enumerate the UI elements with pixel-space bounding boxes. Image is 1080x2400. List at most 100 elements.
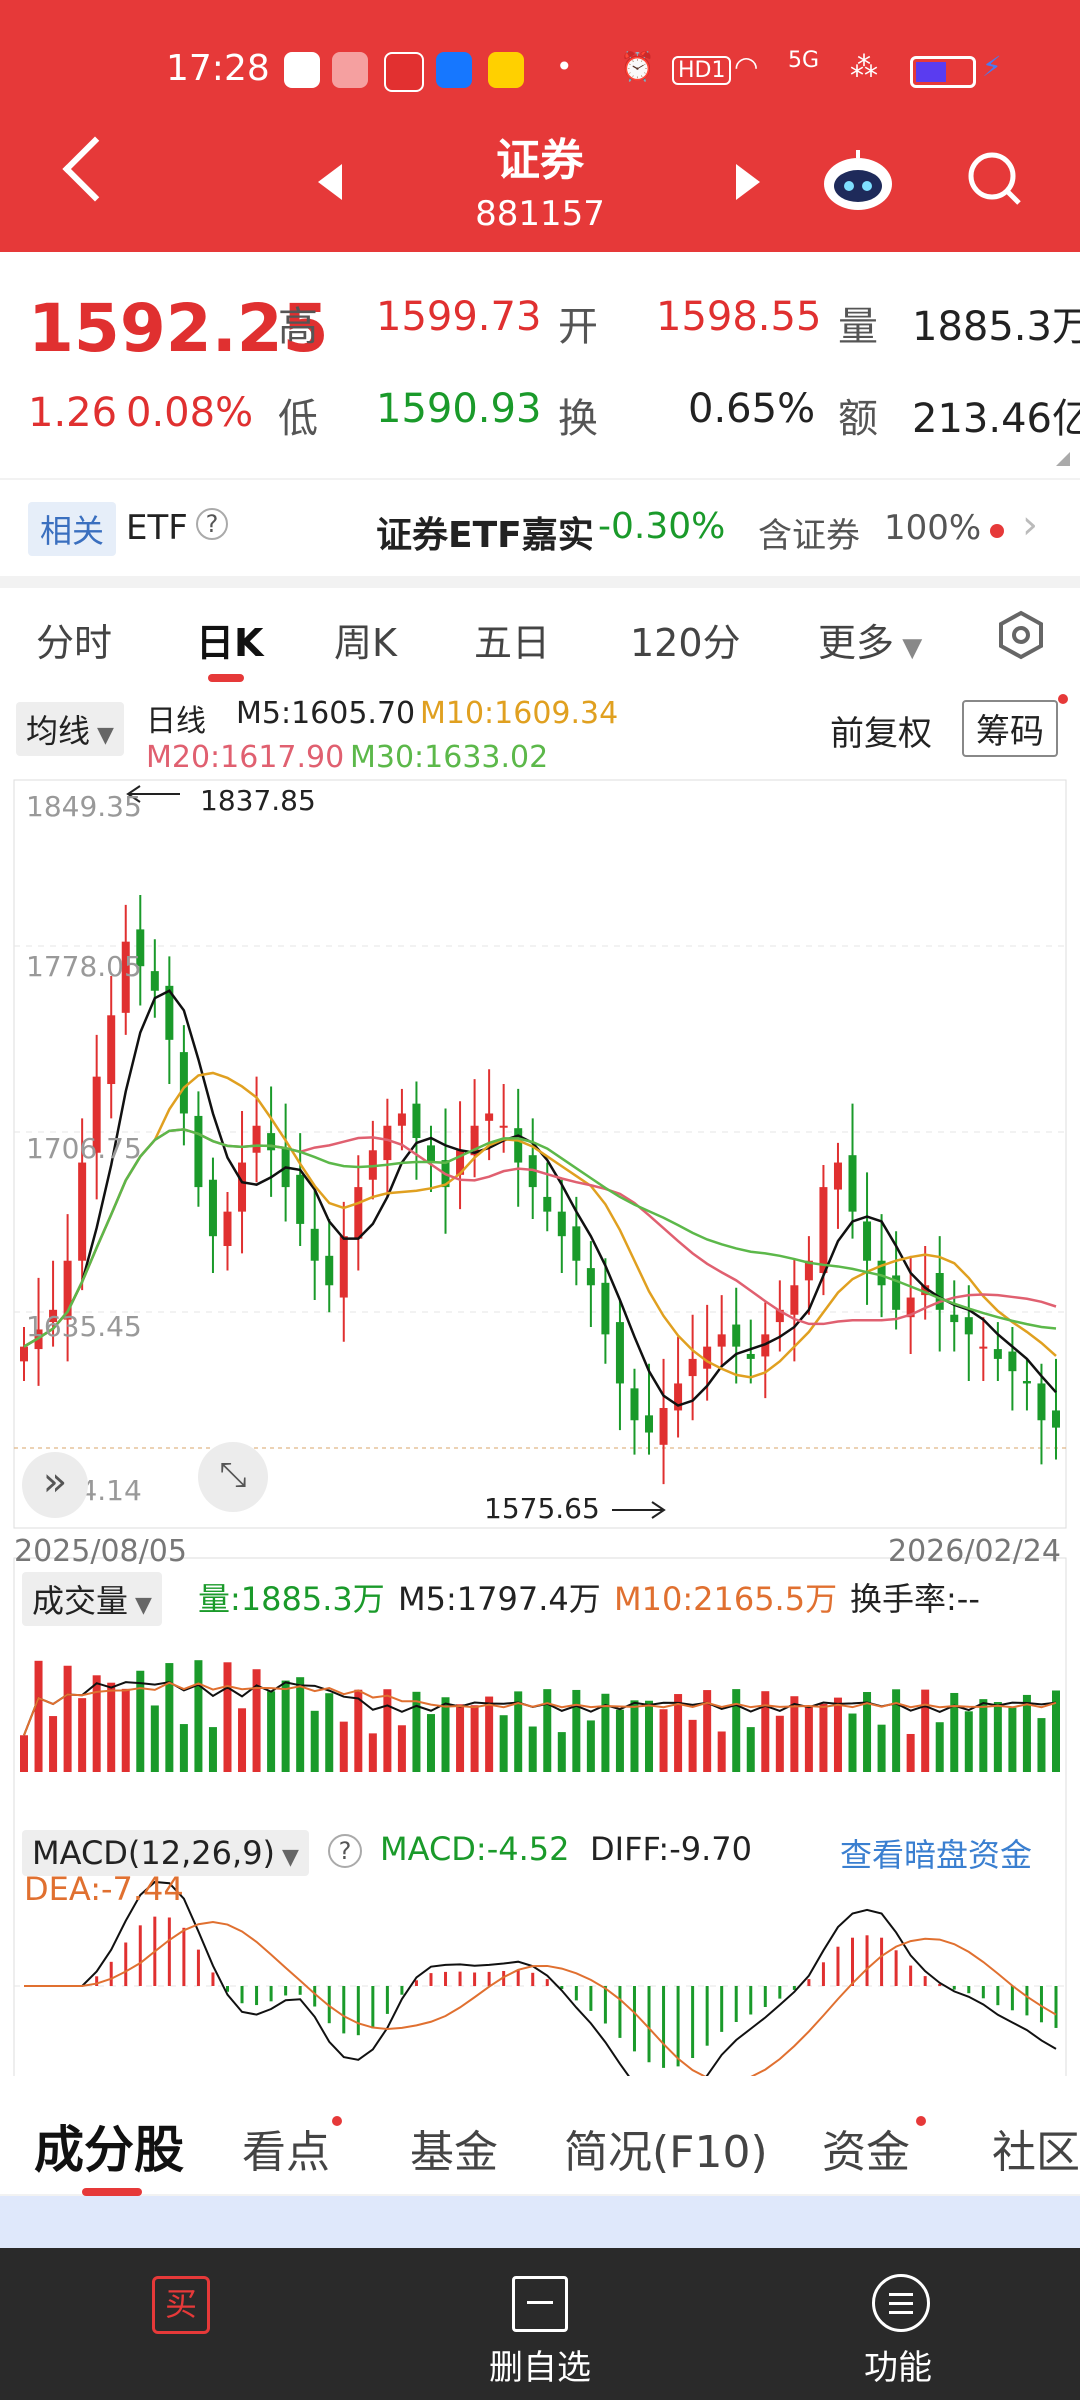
candle-body	[150, 971, 159, 991]
remove-watchlist-icon[interactable]	[512, 2276, 568, 2332]
red-dot-icon	[990, 524, 1004, 538]
diff-line	[24, 1880, 1057, 2076]
volume-bar	[121, 1688, 130, 1772]
volume-bar	[674, 1694, 683, 1772]
volume-bar	[252, 1669, 261, 1772]
etf-name: 证券ETF嘉实	[376, 515, 594, 556]
realme-icon	[488, 52, 524, 88]
tab-profile[interactable]: 简况(F10)	[564, 2127, 768, 2178]
chip-button[interactable]: 筹码	[962, 700, 1058, 757]
candle-body	[746, 1353, 755, 1359]
volume-m5: M5:1797.4万	[398, 1580, 601, 1618]
candle-body	[892, 1275, 901, 1310]
alarm-icon: ⏰	[620, 50, 655, 83]
ma10-value: M10:1609.34	[420, 696, 619, 731]
volume-bar	[208, 1727, 217, 1772]
ma-selector-label: 均线	[26, 712, 91, 750]
y-tick-3: 1706.75	[26, 1132, 142, 1165]
ma-selector[interactable]: 均线 ▼	[16, 702, 124, 756]
tab-components[interactable]: 成分股	[34, 2121, 184, 2179]
y-tick-4: 1635.45	[26, 1310, 142, 1343]
volume-bar	[659, 1709, 668, 1772]
candle-body	[194, 1115, 203, 1188]
function-label[interactable]: 功能	[864, 2348, 932, 2388]
low-value: 1590.93	[376, 386, 542, 432]
volume-value: 1885.3万	[912, 304, 1080, 350]
volume-bar	[1037, 1718, 1046, 1772]
candle-body	[557, 1211, 566, 1237]
dark-pool-link[interactable]: 查看暗盘资金	[840, 1836, 1033, 1874]
info-banner[interactable]	[0, 2196, 1080, 2248]
buy-icon[interactable]: 买	[152, 2276, 210, 2334]
robot-assistant-icon[interactable]	[822, 148, 894, 212]
candle-body	[296, 1174, 305, 1224]
ma10-line	[23, 1071, 1057, 1379]
related-etf-bar[interactable]: 相关 ETF ? 证券ETF嘉实 -0.30% 含证券 100% ›	[0, 480, 1080, 576]
volume-bar	[223, 1662, 232, 1772]
tab-capital[interactable]: 资金	[822, 2127, 910, 2178]
candle-body	[703, 1346, 712, 1369]
expand-corner-icon[interactable]	[1056, 452, 1070, 466]
tab-daily-k[interactable]: 日K	[196, 621, 264, 665]
tab-five-day[interactable]: 五日	[474, 621, 551, 665]
candle-body	[426, 1145, 435, 1163]
volume-bar	[543, 1689, 552, 1772]
expand-arrows-icon[interactable]: »	[22, 1452, 88, 1518]
candle-body	[572, 1226, 581, 1261]
dropdown-icon: ▼	[128, 1593, 152, 1618]
candle-body	[470, 1125, 479, 1156]
tab-intraday[interactable]: 分时	[36, 621, 113, 665]
macd-selector[interactable]: MACD(12,26,9) ▼	[22, 1830, 309, 1876]
volume-bar	[1052, 1690, 1060, 1772]
y-tick-1: 1849.35	[26, 790, 142, 823]
volume-bar	[892, 1689, 901, 1772]
bottom-action-bar: 买 删自选 功能	[0, 2248, 1080, 2400]
help-icon[interactable]: ?	[196, 508, 228, 540]
volume-bar	[688, 1719, 697, 1772]
candle-body	[950, 1314, 959, 1323]
fullscreen-icon[interactable]: ⤡	[198, 1442, 268, 1512]
macd-selector-label: MACD(12,26,9)	[32, 1834, 276, 1872]
volume-bar	[935, 1722, 944, 1772]
next-stock-button[interactable]	[736, 164, 760, 200]
dea-value: DEA:-7.44	[24, 1870, 184, 1908]
search-icon[interactable]	[966, 150, 1022, 206]
kline-chart-area[interactable]: 均线 ▼ 日线 M5:1605.70 M10:1609.34 M20:1617.…	[0, 686, 1080, 2076]
volume-bar	[950, 1692, 959, 1772]
volume-bar	[819, 1703, 828, 1772]
function-menu-icon[interactable]	[872, 2274, 930, 2332]
tab-highlights[interactable]: 看点	[242, 2127, 330, 2178]
candle-body	[383, 1125, 392, 1161]
macd-help-icon[interactable]: ?	[328, 1834, 362, 1868]
tab-weekly-k[interactable]: 周K	[334, 621, 397, 665]
settings-hexagon-icon[interactable]	[996, 610, 1046, 660]
volume-bar	[20, 1735, 28, 1772]
volume-bar	[485, 1696, 494, 1772]
volume-bar	[310, 1710, 319, 1772]
highlights-dot-icon	[332, 2116, 342, 2126]
volume-m10-line	[23, 1681, 1057, 1736]
candle-body	[586, 1268, 595, 1286]
volume-bar	[368, 1733, 377, 1772]
candle-body	[368, 1150, 377, 1180]
remove-watchlist-label[interactable]: 删自选	[489, 2348, 591, 2388]
chip-dot-icon	[1058, 694, 1068, 704]
tab-more[interactable]: 更多 ▼	[818, 612, 922, 667]
volume-bar	[456, 1704, 465, 1772]
tab-community[interactable]: 社区	[992, 2127, 1080, 2178]
candle-body	[514, 1128, 523, 1163]
candle-body	[412, 1103, 421, 1139]
volume-selector[interactable]: 成交量 ▼	[22, 1572, 162, 1626]
adjust-button[interactable]: 前复权	[830, 714, 932, 754]
candle-body	[499, 1125, 508, 1128]
macd-value: MACD:-4.52	[380, 1830, 570, 1868]
candle-body	[325, 1255, 334, 1286]
volume-bar	[877, 1724, 886, 1772]
stock-code: 881157	[475, 194, 605, 234]
volume-bar	[194, 1660, 203, 1772]
volume-bar	[993, 1702, 1002, 1772]
volume-bar	[790, 1696, 799, 1772]
tab-120min[interactable]: 120分	[630, 621, 741, 665]
tab-funds[interactable]: 基金	[410, 2127, 498, 2178]
prev-stock-button[interactable]	[318, 164, 342, 200]
